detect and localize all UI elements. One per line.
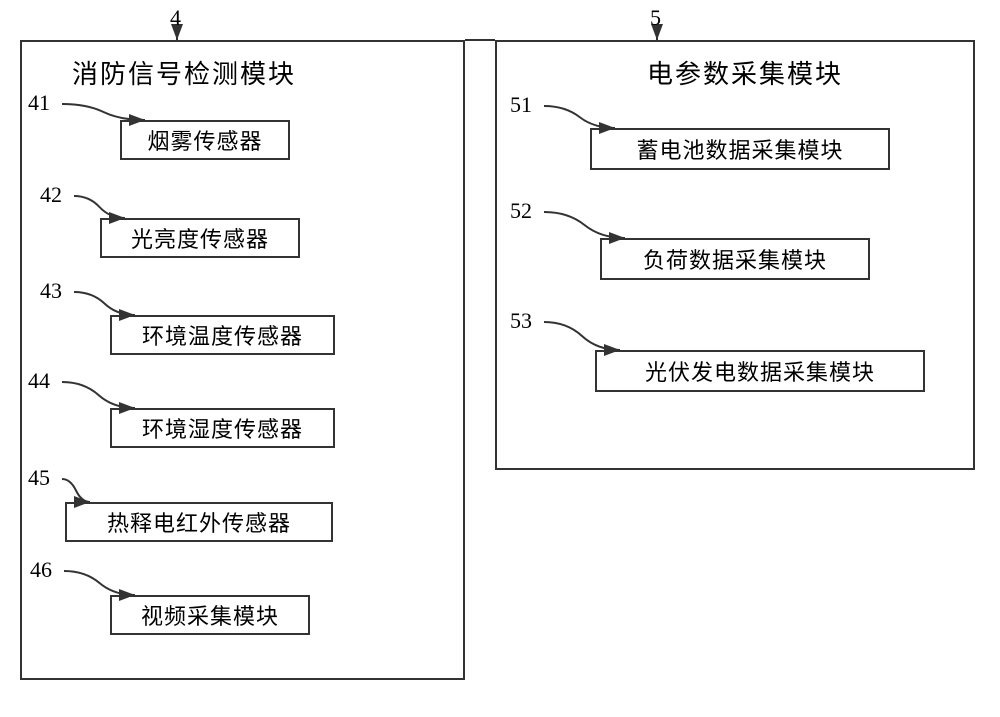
- left-panel-title: 消防信号检测模块: [72, 54, 296, 91]
- right-panel-title: 电参数采集模块: [647, 54, 843, 91]
- module-box: 热释电红外传感器: [65, 502, 333, 542]
- ref-num: 41: [28, 90, 50, 116]
- outer-ref-5: 5: [650, 5, 661, 31]
- ref-num: 51: [510, 92, 532, 118]
- module-box: 负荷数据采集模块: [600, 238, 870, 280]
- ref-num: 44: [28, 368, 50, 394]
- ref-num: 53: [510, 308, 532, 334]
- ref-num: 45: [28, 465, 50, 491]
- module-box: 烟雾传感器: [120, 120, 290, 160]
- ref-num: 42: [40, 182, 62, 208]
- module-box: 光亮度传感器: [100, 218, 300, 258]
- module-box: 环境温度传感器: [110, 315, 335, 355]
- ref-num: 52: [510, 198, 532, 224]
- module-box: 环境湿度传感器: [110, 408, 335, 448]
- module-box: 视频采集模块: [110, 595, 310, 635]
- ref-num: 43: [40, 278, 62, 304]
- module-box: 光伏发电数据采集模块: [595, 350, 925, 392]
- ref-num: 46: [30, 557, 52, 583]
- outer-ref-4: 4: [170, 5, 181, 31]
- module-box: 蓄电池数据采集模块: [590, 128, 890, 170]
